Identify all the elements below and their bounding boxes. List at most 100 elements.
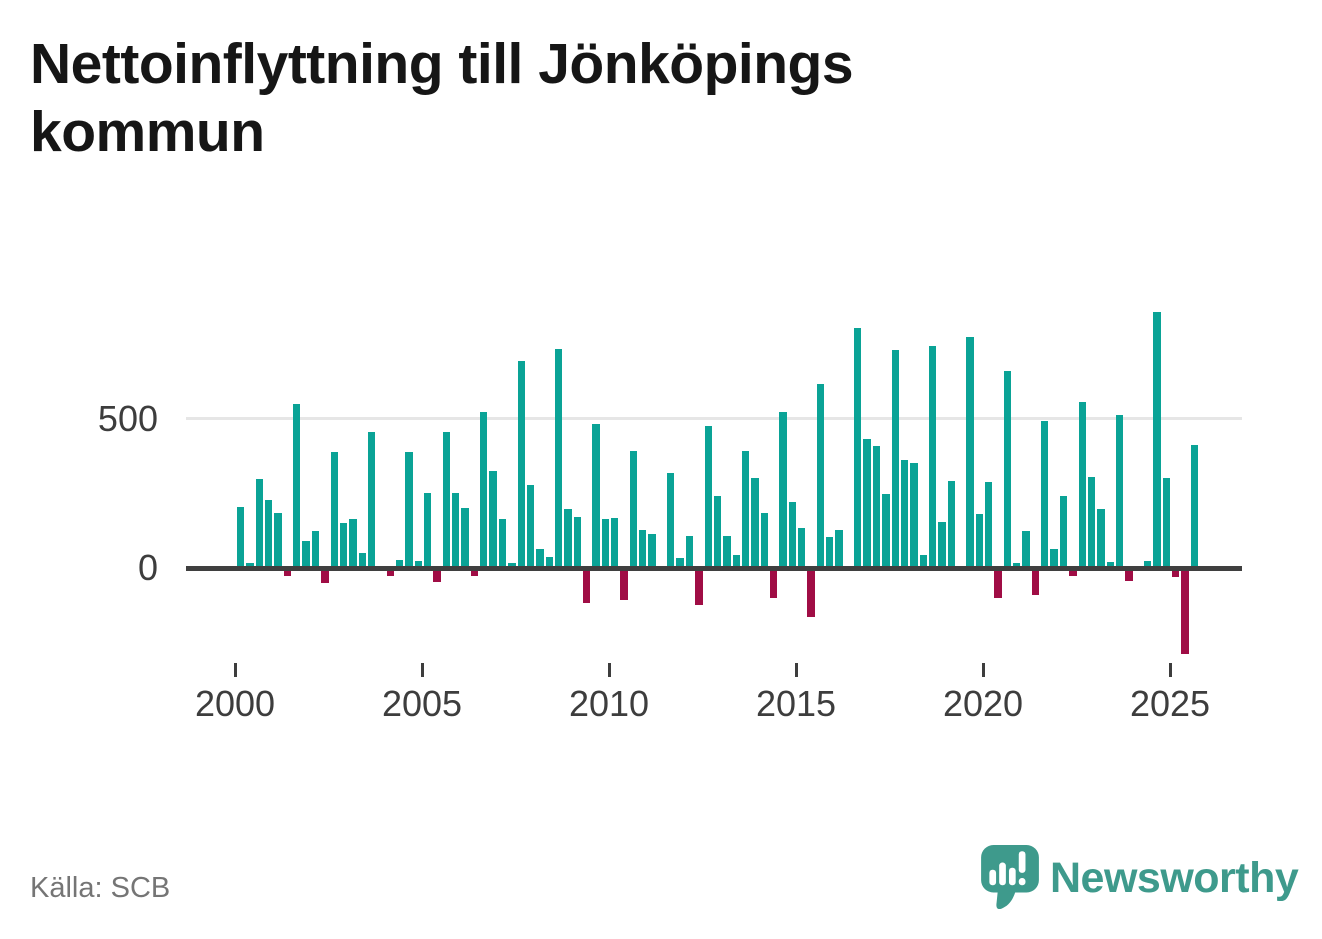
bar-2010-Q2 [620,568,628,601]
bar-2013-Q4 [751,477,759,568]
bar-2020-Q1 [985,481,993,568]
bar-2013-Q1 [723,535,731,568]
chart-title-line1: Nettoinflyttning till Jönköpings [30,32,854,96]
bar-2018-Q1 [910,462,918,568]
y-axis-label-500: 500 [97,398,158,439]
bar-2016-Q1 [835,529,843,568]
x-tick-2005 [420,663,424,677]
bar-2004-Q4 [414,561,423,568]
bar-2014-Q4 [788,502,797,568]
bar-2015-Q1 [798,527,806,568]
bar-2023-Q4 [1125,568,1133,581]
bar-2011-Q4 [676,557,684,568]
x-axis-label-2010: 2010 [568,683,650,724]
bar-2005-Q4 [452,492,460,568]
source-note: Källa: SCB [30,872,171,904]
bar-2018-Q2 [919,555,927,568]
logo-chart-bar-2 [999,862,1006,886]
bar-2022-Q4 [1087,476,1096,568]
bar-2013-Q3 [741,451,750,568]
bar-2010-Q3 [629,450,638,568]
bar-2009-Q1 [573,517,581,568]
x-tick-2010 [607,663,611,677]
bar-2025-Q3 [1190,445,1199,568]
bar-2002-Q3 [330,452,338,568]
zero-axis-line [186,566,1242,571]
x-tick-2025 [1168,663,1172,677]
bar-2023-Q2 [1106,562,1114,568]
x-axis-label-2005: 2005 [381,683,463,724]
bar-2025-Q2 [1181,568,1189,655]
bar-2004-Q3 [405,451,413,568]
bar-2010-Q1 [611,518,619,568]
bar-2009-Q2 [582,568,591,604]
bar-2007-Q1 [498,518,507,568]
bar-2014-Q2 [769,568,778,599]
bar-2007-Q2 [508,562,516,568]
bar-2013-Q2 [732,554,740,568]
bar-2000-Q1 [237,506,245,568]
bar-2008-Q1 [536,548,544,568]
bar-2020-Q3 [1003,370,1012,568]
bar-2022-Q3 [1078,402,1086,568]
bar-2023-Q3 [1115,414,1124,568]
bar-2017-Q1 [872,445,881,568]
bar-2024-Q3 [1153,311,1161,568]
bar-2021-Q2 [1031,568,1040,595]
bar-2007-Q3 [517,360,525,568]
newsworthy-logo-icon [981,845,1039,909]
bar-2011-Q3 [667,473,675,568]
bar-2006-Q3 [480,412,488,568]
bar-2025-Q1 [1172,568,1180,577]
bar-2017-Q3 [891,350,899,568]
bar-2003-Q3 [367,431,376,568]
bar-2009-Q3 [592,423,600,568]
x-axis-label-2025: 2025 [1129,683,1211,724]
bar-2015-Q3 [816,383,825,568]
x-tick-2000 [233,663,237,677]
bar-2017-Q4 [900,460,909,568]
bar-2012-Q3 [704,426,712,568]
bar-2000-Q4 [265,500,273,568]
bar-2005-Q3 [442,432,451,568]
bar-2001-Q3 [293,403,301,568]
bar-2019-Q4 [975,513,984,568]
bar-2024-Q4 [1162,478,1171,568]
x-tick-2015 [794,663,798,677]
bar-2002-Q2 [321,568,329,583]
bar-2002-Q4 [339,523,348,568]
brand-wordmark: Newsworthy [1050,854,1299,902]
bar-2014-Q3 [779,412,787,568]
bar-2010-Q4 [639,530,647,568]
bar-2004-Q2 [395,559,404,568]
y-axis-label-0: 0 [137,547,158,588]
bar-2021-Q4 [1050,549,1058,568]
logo-chart-bar-3 [1008,867,1016,886]
bar-2023-Q1 [1097,508,1105,568]
bar-2022-Q1 [1059,495,1068,568]
bar-2008-Q2 [545,556,553,568]
bar-2021-Q3 [1041,421,1049,568]
bar-2012-Q1 [685,536,694,568]
bar-2018-Q4 [938,521,946,568]
bar-2007-Q4 [526,484,535,568]
gridline-500 [186,417,1242,420]
bar-2000-Q3 [255,478,264,568]
bar-2005-Q2 [433,568,441,582]
bar-2022-Q2 [1069,568,1077,576]
bar-2020-Q2 [994,568,1002,599]
bar-2021-Q1 [1022,531,1030,568]
bar-2016-Q4 [863,438,871,568]
bar-2003-Q1 [349,519,357,568]
bar-2006-Q2 [470,568,479,577]
chart-title-line2: kommun [30,100,265,164]
x-axis-label-2015: 2015 [755,683,837,724]
bar-2012-Q4 [713,495,722,568]
bar-2002-Q1 [311,530,320,568]
bar-2001-Q2 [283,568,292,577]
bar-2003-Q2 [358,552,366,568]
bar-2006-Q1 [461,508,469,568]
logo-exclamation-line [1018,851,1026,873]
x-axis-label-2000: 2000 [194,683,276,724]
